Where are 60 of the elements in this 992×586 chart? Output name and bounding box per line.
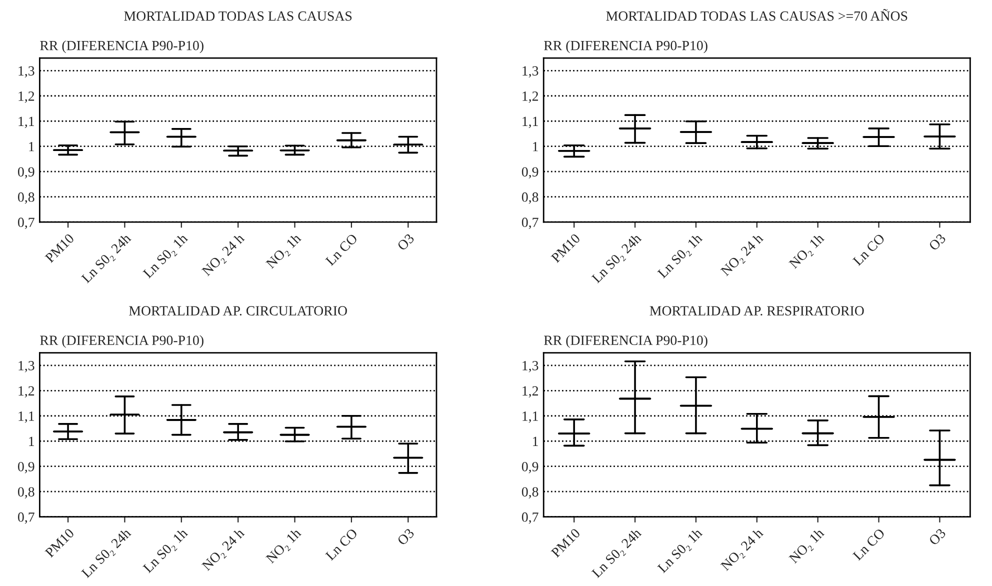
y-tick-label: 0,7 [18,218,34,230]
chart-title: MORTALIDAD TODAS LAS CAUSAS >=70 AÑOS [606,9,908,21]
x-tick-label: NO₂ 24 h [720,232,766,278]
x-tick-label: O3 [928,233,946,252]
y-tick-label: 0,7 [522,512,538,524]
y-tick-label: 1,3 [522,66,538,78]
y-tick-label: 0,7 [522,218,538,230]
x-tick-label: Ln S0₂ 1h [142,232,190,280]
y-tick-label: 0,9 [522,167,538,179]
chart-title: MORTALIDAD AP. CIRCULATORIO [129,306,347,316]
x-tick-label: Ln S0₂ 24h [80,527,134,580]
y-tick-label: 0,9 [18,462,34,474]
y-tick-label: 0,8 [18,487,34,499]
y-tick-label: 1,1 [522,116,538,128]
y-tick-label: 1,2 [522,386,538,398]
x-tick-label: O3 [396,528,415,546]
y-tick-label: 0,7 [18,512,34,524]
y-tick-label: 1 [533,436,538,446]
x-tick-label: NO₂ 24 h [201,232,247,278]
y-tick-label: 0,9 [18,167,34,179]
y-tick-label: 1,1 [18,116,34,128]
x-tick-label: Ln CO [325,233,358,266]
y-tick-label: 1,3 [522,361,538,372]
y-axis-title: RR (DIFERENCIA P90-P10) [544,335,708,348]
y-tick-label: 0,8 [522,487,538,499]
x-tick-label: O3 [928,528,946,546]
x-tick-label: Ln CO [325,528,358,561]
y-tick-label: 1,3 [18,361,34,372]
y-tick-label: 1,2 [18,92,34,103]
y-tick-label: 1 [533,142,538,152]
chart-title: MORTALIDAD TODAS LAS CAUSAS [124,11,352,21]
y-axis-title: RR (DIFERENCIA P90-P10) [40,335,204,348]
x-tick-label: NO₂ 1h [788,527,827,566]
y-tick-label: 1,2 [522,92,538,103]
y-tick-label: 1,1 [522,412,538,423]
x-tick-label: NO₂ 1h [265,527,304,566]
x-tick-label: NO₂ 24 h [720,527,766,574]
y-axis-title: RR (DIFERENCIA P90-P10) [544,40,708,54]
x-tick-label: NO₂ 1h [788,232,827,271]
y-tick-label: 0,8 [18,192,34,204]
y-tick-label: 0,8 [522,192,538,204]
x-tick-label: Ln S0₂ 1h [656,527,705,576]
y-axis-title: RR (DIFERENCIA P90-P10) [40,40,204,54]
y-tick-label: 0,9 [522,462,538,474]
x-tick-label: Ln CO [852,528,886,561]
x-tick-label: Ln CO [852,233,886,266]
x-tick-label: NO₂ 24 h [201,527,247,574]
y-tick-label: 1,1 [18,412,34,423]
y-tick-label: 1,3 [18,66,34,78]
y-tick-label: 1,2 [18,386,34,398]
x-tick-label: O3 [396,233,415,252]
x-tick-label: Ln S0₂ 24h [590,527,644,580]
y-tick-label: 1 [29,436,34,446]
y-tick-label: 1 [29,142,34,152]
x-tick-label: Ln S0₂ 24h [80,232,134,286]
x-tick-label: Ln S0₂ 1h [142,527,190,576]
x-tick-label: Ln S0₂ 1h [656,232,705,280]
x-tick-label: Ln S0₂ 24h [590,232,644,286]
x-tick-label: NO₂ 1h [265,232,304,271]
chart-title: MORTALIDAD AP. RESPIRATORIO [650,306,864,316]
